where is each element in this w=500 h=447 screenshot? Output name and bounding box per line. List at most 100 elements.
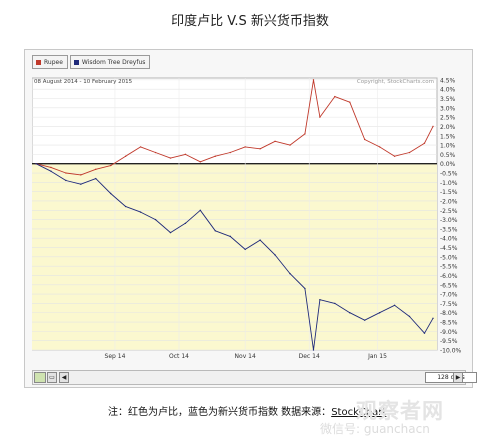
wisdom-tree-point (124, 205, 127, 208)
wisdom-tree-point (363, 319, 366, 321)
wisdom-tree-swatch-icon (73, 60, 79, 65)
scroll-right-button[interactable]: ▶ (453, 372, 463, 383)
date-range-label: 08 August 2014 - 10 February 2015 (34, 79, 133, 85)
y-tick-label: -0.5% (440, 171, 458, 178)
rupee-point (244, 146, 246, 148)
y-tick-label: -1.0% (440, 180, 458, 187)
copyright-label: Copyright, StockCharts.com (357, 79, 434, 85)
rupee-point (50, 166, 52, 169)
legend-tabs: Rupee Wisdom Tree Dreyfus (32, 55, 151, 69)
x-tick-label: Nov 14 (235, 353, 256, 360)
y-tick-label: -3.0% (440, 217, 458, 224)
y-tick-label: -6.0% (440, 273, 458, 280)
zoom-out-icon[interactable]: ▭ (47, 372, 57, 383)
y-tick-label: -7.5% (440, 301, 458, 308)
wisdom-tree-point (393, 304, 396, 306)
x-tick-label: Jan 15 (367, 353, 387, 360)
y-tick-label: -10.0% (440, 348, 462, 355)
rupee-point (95, 168, 97, 170)
rupee-point (312, 79, 315, 81)
legend-tab-rupee[interactable]: Rupee (32, 55, 68, 69)
legend-tab-wisdom-tree[interactable]: Wisdom Tree Dreyfus (69, 55, 151, 69)
y-tick-label: 2.0% (440, 124, 456, 131)
y-tick-label: 1.0% (440, 143, 456, 150)
wisdom-tree-point (184, 222, 187, 225)
wisdom-tree-point (229, 235, 231, 238)
line-chart: 4.5% 4.0% 3.5% 3.0% 2.5% 2.0% 1.5% 1.0% 0.5% 0.0%… (32, 77, 462, 360)
days-selector[interactable]: 128 days (425, 372, 477, 383)
rupee-point (154, 151, 157, 154)
y-tick-label: 4.5% (440, 77, 456, 84)
page-title: 印度卢比 V.S 新兴货币指数 (171, 14, 329, 29)
watermark-wechat: 微信号: guanchacn (320, 422, 430, 436)
rupee-point (184, 153, 187, 156)
wisdom-tree-point (244, 248, 246, 251)
rupee-point (274, 140, 276, 143)
y-tick-label: -4.5% (440, 245, 458, 252)
rupee-point (139, 146, 142, 148)
chart-type-icon[interactable] (34, 372, 46, 383)
rupee-point (259, 148, 261, 150)
y-tick-label: 3.5% (440, 96, 456, 103)
wisdom-tree-point (408, 315, 411, 318)
wisdom-tree-point (334, 302, 336, 305)
wisdom-tree-point (35, 162, 37, 165)
rupee-point (363, 138, 366, 141)
y-tick-label: 3.0% (440, 105, 456, 112)
wisdom-tree-point (319, 298, 321, 301)
y-tick-label: -5.0% (440, 254, 458, 261)
rupee-point (199, 161, 202, 163)
y-tick-label: -4.0% (440, 236, 458, 243)
navigator-bar: ▭ ◀ 128 days ▶ (32, 370, 477, 385)
scroll-left-button[interactable]: ◀ (59, 372, 69, 383)
y-tick-label: 0.5% (440, 152, 456, 159)
legend-label-rupee: Rupee (44, 59, 63, 66)
wisdom-tree-point (95, 177, 97, 180)
wisdom-tree-point (110, 192, 112, 195)
source-link[interactable]: StockChart (331, 407, 387, 418)
x-tick-label: Sep 14 (105, 353, 126, 360)
rupee-point (304, 133, 306, 135)
rupee-point (319, 116, 321, 118)
x-tick-label: Oct 14 (169, 353, 189, 360)
y-tick-label: 4.0% (440, 87, 456, 94)
rupee-point (124, 155, 127, 157)
rupee-point (378, 146, 381, 148)
y-tick-label: -8.5% (440, 320, 458, 327)
watermark-brand: 观察者网 (356, 399, 444, 423)
legend-label-wisdom-tree: Wisdom Tree Dreyfus (81, 59, 146, 66)
wisdom-tree-point (80, 183, 82, 185)
rupee-point (432, 125, 434, 128)
y-tick-label: -5.5% (440, 264, 458, 271)
y-tick-label: -2.0% (440, 198, 458, 205)
wisdom-tree-point (50, 170, 52, 172)
wisdom-tree-point (378, 312, 381, 314)
y-tick-label: -8.0% (440, 310, 458, 317)
y-tick-label: 2.5% (440, 115, 456, 122)
rupee-point (423, 142, 426, 144)
wisdom-tree-point (312, 349, 315, 351)
y-tick-label: 1.5% (440, 133, 456, 140)
rupee-point (169, 157, 172, 159)
wisdom-tree-point (154, 218, 157, 221)
wisdom-tree-point (274, 254, 276, 256)
rupee-point (408, 151, 411, 154)
y-tick-label: -9.0% (440, 329, 458, 336)
caption-text: 注：红色为卢比，蓝色为新兴货币指数 数据来源： (108, 407, 332, 418)
wisdom-tree-point (139, 211, 142, 213)
y-tick-label: -6.5% (440, 282, 458, 289)
rupee-swatch-icon (36, 60, 41, 65)
wisdom-tree-point (65, 179, 67, 182)
chart-caption: 注：红色为卢比，蓝色为新兴货币指数 数据来源：StockChart (108, 403, 386, 418)
wisdom-tree-point (214, 230, 216, 232)
y-tick-label: 0.0% (440, 161, 456, 168)
rupee-point (229, 151, 231, 154)
rupee-point (80, 174, 82, 176)
wisdom-tree-point (349, 312, 351, 314)
wisdom-tree-point (259, 239, 261, 241)
y-tick-label: -3.5% (440, 226, 458, 233)
wisdom-tree-point (169, 231, 172, 234)
rupee-point (349, 101, 351, 103)
wisdom-tree-point (432, 317, 434, 320)
y-tick-label: -9.5% (440, 338, 458, 345)
